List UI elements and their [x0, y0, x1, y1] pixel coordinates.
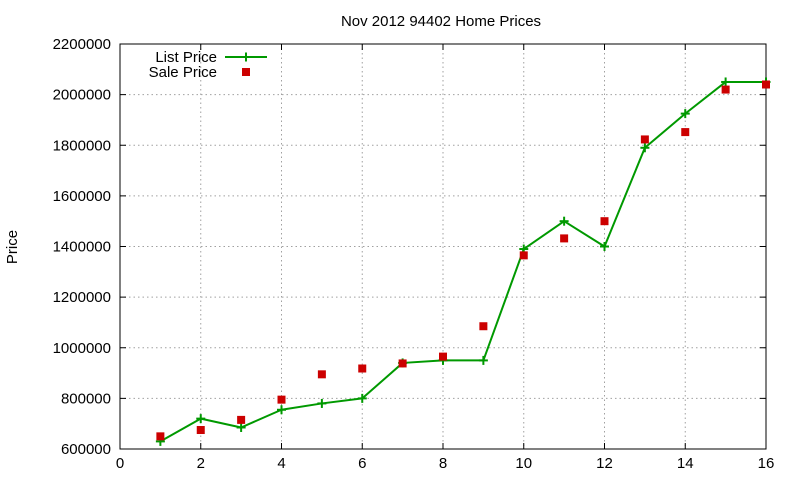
- list-price-point: [600, 242, 609, 251]
- sale-price-point: [277, 395, 286, 404]
- axis-ticks: 0 2 4 6 8 10 12 14 16 600000 800000 1000000 1200000 1…: [53, 36, 775, 472]
- y-tick-label: 1200000: [53, 289, 111, 306]
- x-tick-label: 2: [197, 455, 205, 472]
- y-tick-label: 1000000: [53, 340, 111, 357]
- x-tick-label: 12: [596, 455, 613, 472]
- sale-price-point: [196, 426, 205, 435]
- x-tick-label: 0: [116, 455, 124, 472]
- sale-price-point: [681, 128, 690, 137]
- legend-label-list-price: List Price: [155, 49, 217, 66]
- x-tick-label: 4: [277, 455, 285, 472]
- y-tick-label: 2200000: [53, 36, 111, 53]
- sale-price-point: [600, 217, 609, 226]
- data-series: [155, 77, 771, 446]
- y-tick-label: 1800000: [53, 137, 111, 154]
- series-line-list-price: [159, 80, 766, 443]
- sale-price-point: [398, 359, 407, 368]
- chart-title: Nov 2012 94402 Home Prices: [341, 13, 541, 30]
- x-tick-label: 6: [358, 455, 366, 472]
- grid-lines: [120, 44, 766, 449]
- x-tick-label: 16: [758, 455, 775, 472]
- sale-price-point: [358, 364, 367, 373]
- legend-label-sale-price: Sale Price: [149, 64, 217, 81]
- legend-plus: [241, 52, 251, 62]
- sale-price-point: [156, 432, 165, 441]
- legend: List Price Sale Price: [149, 49, 267, 81]
- y-axis-label: Price: [4, 230, 21, 264]
- sale-price-point: [560, 234, 569, 243]
- legend-marker-list-price: [241, 52, 251, 62]
- y-tick-label: 800000: [61, 390, 111, 407]
- sale-price-point: [721, 85, 730, 94]
- y-tick-label: 2000000: [53, 87, 111, 104]
- list-price-point: [317, 398, 327, 408]
- list-price-point: [478, 355, 488, 365]
- list-price-point: [721, 77, 731, 87]
- sale-price-point: [762, 80, 770, 89]
- list-price-point: [680, 109, 690, 119]
- sale-price-point: [640, 135, 649, 144]
- sale-price-point: [317, 370, 326, 379]
- list-price-point: [357, 393, 367, 403]
- sale-price-point: [479, 322, 488, 331]
- x-tick-label: 8: [439, 455, 447, 472]
- x-tick-label: 10: [515, 455, 532, 472]
- list-price-point: [236, 422, 246, 432]
- list-price-point: [559, 216, 569, 226]
- y-tick-label: 1400000: [53, 239, 111, 256]
- list-price-point: [640, 143, 650, 153]
- list-price-point: [196, 414, 206, 424]
- x-tick-label: 14: [677, 455, 694, 472]
- sale-price-point: [237, 415, 246, 424]
- sale-price-point: [439, 352, 447, 361]
- y-tick-label: 1600000: [53, 188, 111, 205]
- sale-price-point: [519, 251, 528, 260]
- legend-marker-sale-price: [242, 68, 250, 76]
- list-price-point: [277, 405, 286, 415]
- y-tick-label: 600000: [61, 441, 111, 458]
